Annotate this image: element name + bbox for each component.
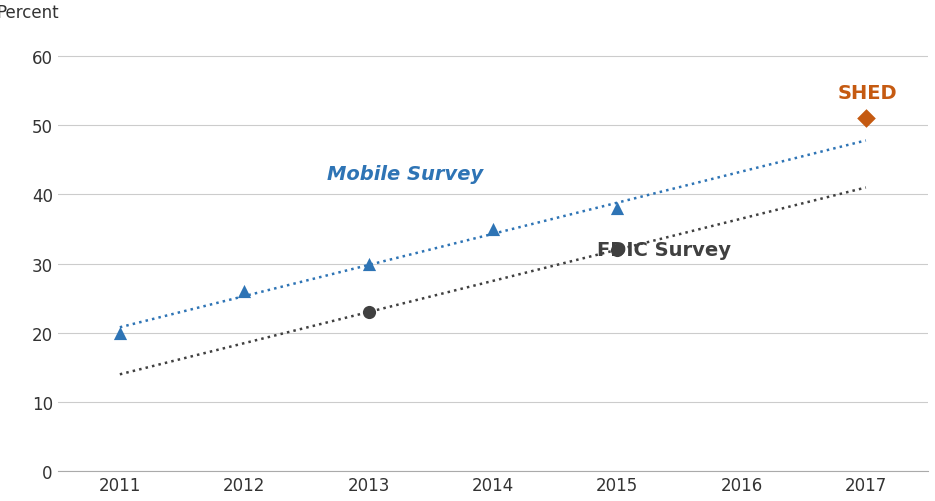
Text: FDIC Survey: FDIC Survey [597, 241, 731, 260]
Point [485, 225, 500, 233]
Point [610, 205, 625, 213]
Point [858, 115, 873, 123]
Point [361, 309, 376, 317]
Point [237, 288, 252, 296]
Point [112, 329, 127, 337]
Point [361, 260, 376, 268]
Text: SHED: SHED [838, 84, 898, 103]
Point [610, 246, 625, 255]
Text: Percent: Percent [0, 5, 59, 23]
Text: Mobile Survey: Mobile Survey [327, 164, 483, 183]
